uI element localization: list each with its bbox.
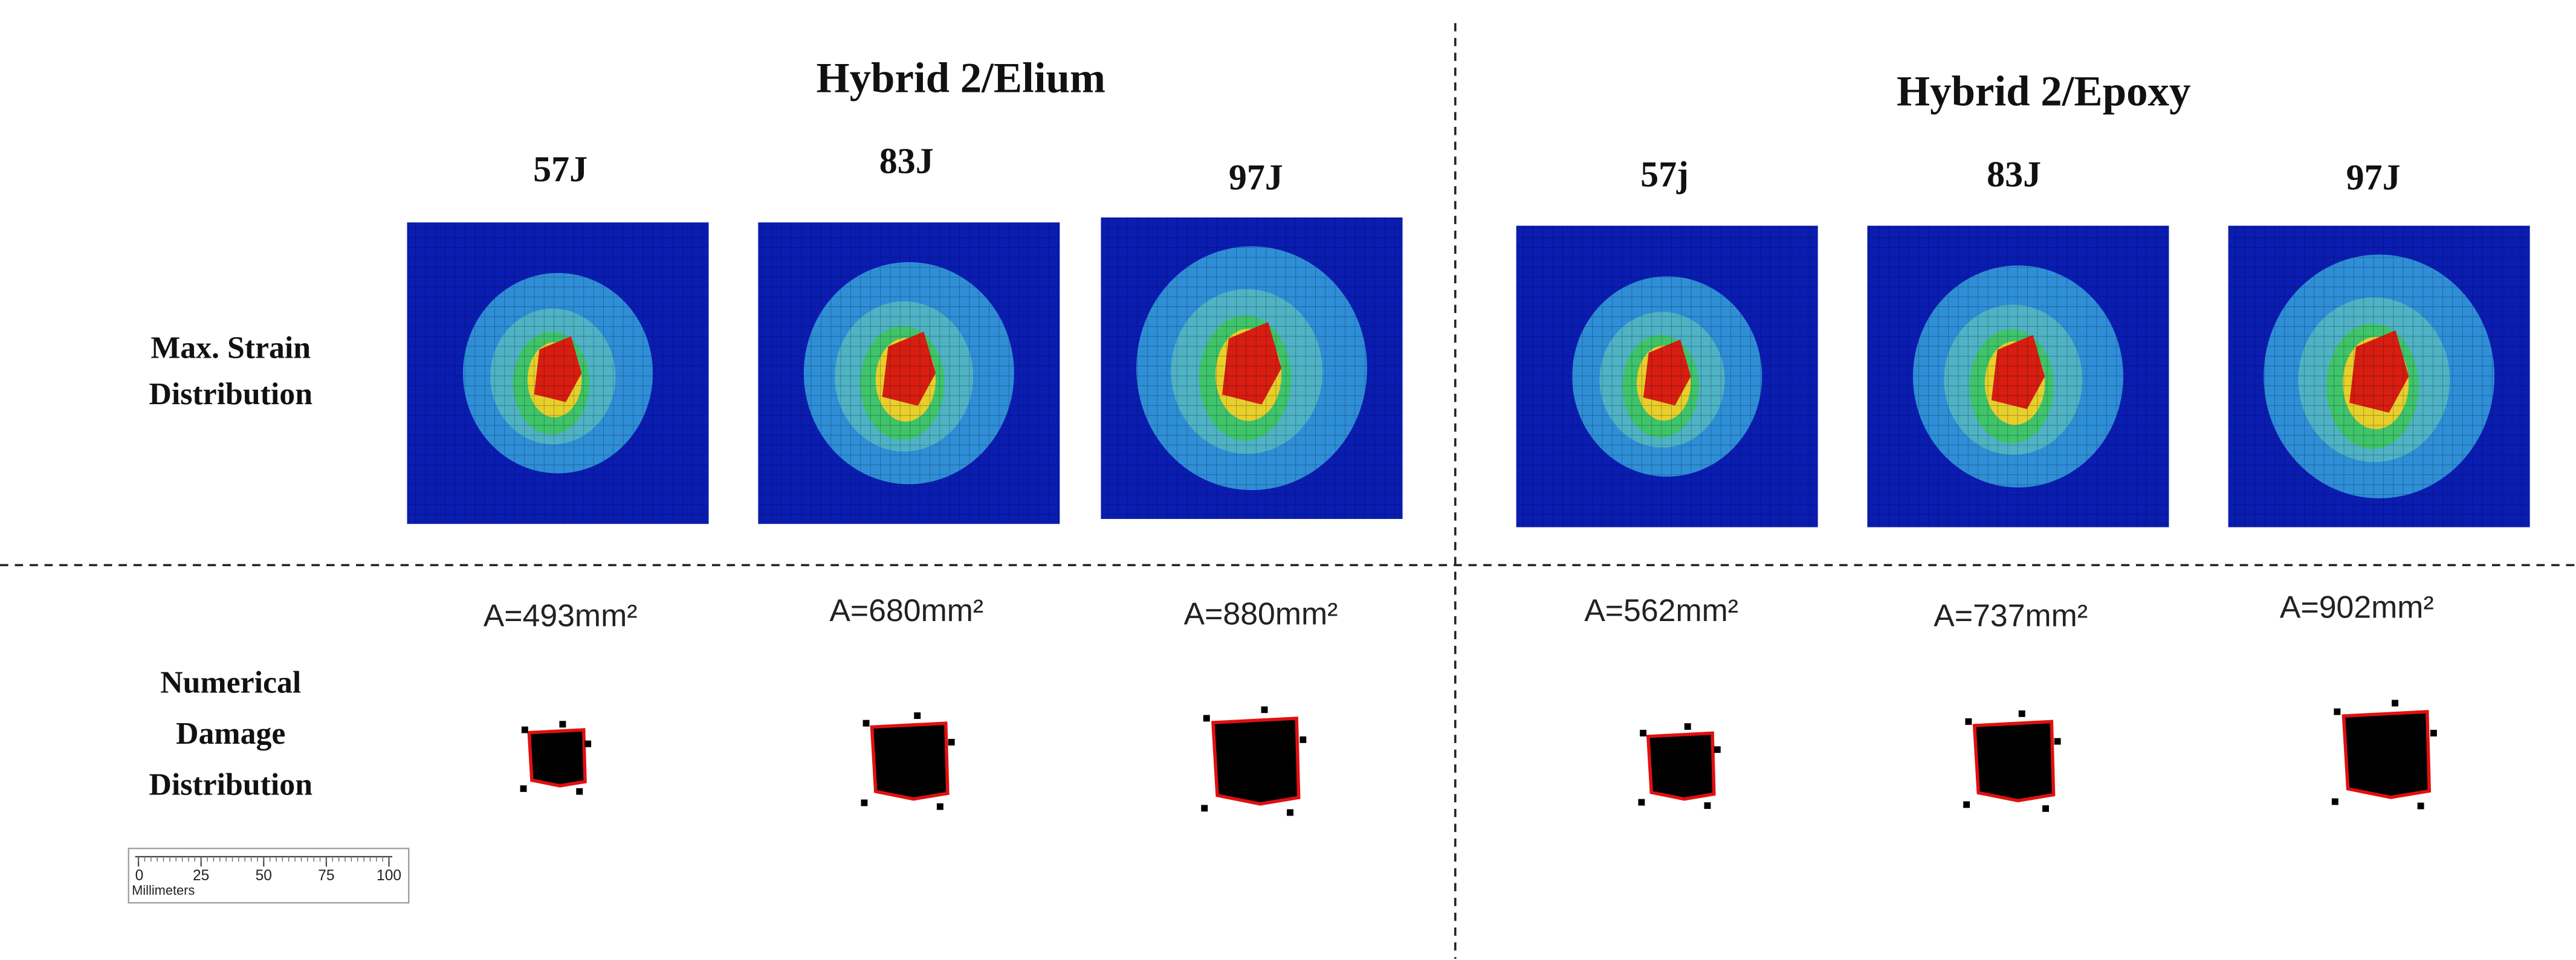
damage-speck	[914, 712, 921, 720]
damage-shape	[1638, 723, 1721, 809]
damage-shape	[2331, 700, 2437, 810]
damage-shape	[520, 721, 592, 795]
row-label: Numerical	[160, 665, 301, 700]
damage-area	[527, 728, 587, 788]
strain-map	[2228, 225, 2530, 527]
scale-tick-label: 50	[256, 868, 272, 884]
damage-area	[1972, 720, 2056, 803]
damage-area	[1646, 731, 1716, 801]
group-title: Hybrid 2/Elium	[816, 55, 1105, 102]
damage-speck	[2334, 708, 2341, 715]
scale-tick-label: 75	[318, 868, 334, 884]
row-label: Distribution	[149, 767, 312, 802]
mesh-grid	[1867, 225, 2169, 527]
damage-speck	[1640, 730, 1647, 736]
damage-speck	[1965, 718, 1972, 725]
damage-speck	[1638, 799, 1645, 806]
damage-speck	[559, 721, 566, 728]
area-label: A=562mm²	[1584, 593, 1738, 628]
damage-speck	[576, 788, 583, 795]
scale-unit: Millimeters	[132, 883, 195, 898]
strain-map	[1516, 225, 1818, 527]
mesh-grid	[1101, 217, 1403, 519]
energy-label: 97J	[2346, 158, 2401, 198]
damage-speck	[936, 803, 943, 810]
damage-shape	[1201, 706, 1307, 816]
damage-speck	[584, 740, 592, 747]
damage-area	[2341, 710, 2432, 799]
scale-tick-label: 100	[377, 868, 401, 884]
mesh-grid	[407, 222, 709, 524]
strain-map	[407, 222, 709, 524]
damage-speck	[2331, 798, 2338, 805]
damage-speck	[862, 720, 870, 727]
damage-shape	[1963, 710, 2061, 812]
energy-label: 57J	[533, 149, 587, 189]
damage-speck	[2042, 805, 2049, 812]
damage-speck	[2392, 700, 2399, 707]
strain-map	[1101, 217, 1403, 519]
row-label: Max. Strain	[150, 331, 311, 366]
area-label: A=493mm²	[484, 598, 638, 633]
damage-speck	[1299, 736, 1307, 743]
energy-label: 83J	[879, 141, 934, 181]
damage-speck	[521, 726, 528, 733]
row-label: Distribution	[149, 377, 312, 411]
area-label: A=902mm²	[2280, 590, 2434, 625]
strain-map	[758, 222, 1060, 524]
mesh-grid	[2228, 225, 2530, 527]
row-label: Damage	[176, 717, 285, 751]
damage-speck	[1684, 723, 1691, 730]
damage-speck	[2430, 730, 2437, 736]
damage-speck	[861, 799, 868, 807]
group-title: Hybrid 2/Epoxy	[1897, 68, 2190, 115]
area-label: A=680mm²	[829, 593, 983, 628]
damage-speck	[2018, 710, 2025, 717]
scale-tick-label: 0	[135, 868, 144, 884]
energy-label: 97J	[1229, 158, 1283, 198]
damage-speck	[520, 785, 527, 792]
scale-frame	[128, 848, 410, 904]
damage-speck	[1201, 805, 1208, 812]
mesh-grid	[1516, 225, 1818, 527]
damage-speck	[1714, 746, 1721, 753]
damage-speck	[1963, 801, 1970, 808]
damage-shape	[861, 712, 955, 810]
damage-area	[870, 721, 950, 801]
damage-speck	[1287, 809, 1293, 816]
damage-speck	[1261, 706, 1268, 714]
damage-speck	[1704, 802, 1711, 809]
area-label: A=880mm²	[1184, 596, 1338, 631]
area-label: A=737mm²	[1934, 598, 2088, 633]
mesh-grid	[758, 222, 1060, 524]
energy-label: 57j	[1640, 154, 1689, 194]
damage-speck	[1203, 715, 1210, 722]
damage-area	[1211, 717, 1301, 806]
damage-speck	[948, 739, 955, 746]
damage-speck	[2417, 802, 2424, 810]
damage-speck	[2054, 738, 2061, 745]
scale-tick-label: 25	[193, 868, 209, 884]
energy-label: 83J	[1987, 154, 2041, 194]
strain-map	[1867, 225, 2169, 527]
